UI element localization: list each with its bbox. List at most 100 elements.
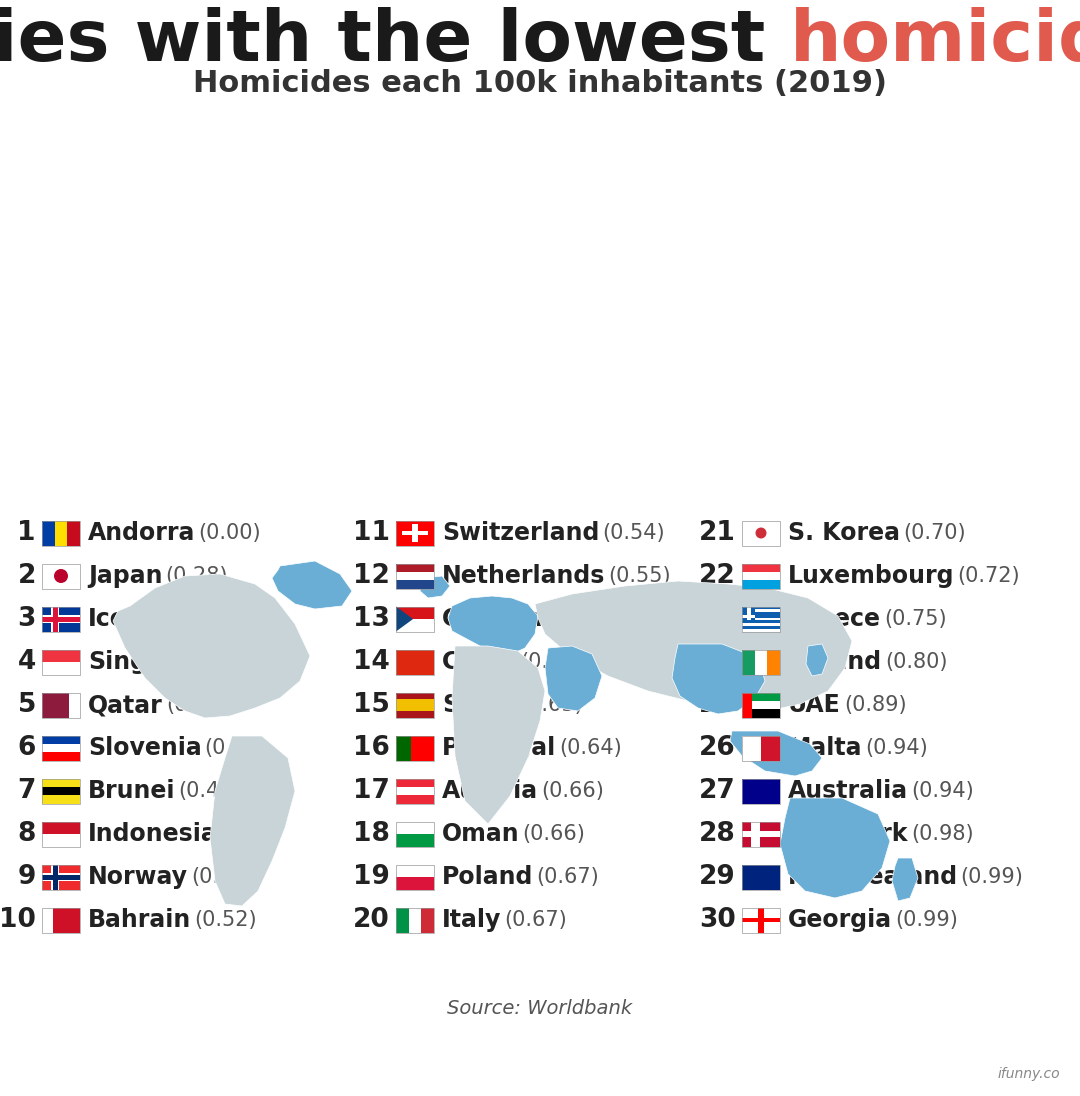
Text: (0.72): (0.72) bbox=[958, 566, 1021, 586]
Text: (0.48): (0.48) bbox=[205, 738, 267, 758]
Bar bbox=[742, 693, 752, 718]
Polygon shape bbox=[780, 798, 890, 898]
Bar bbox=[396, 787, 434, 796]
Bar bbox=[396, 822, 407, 846]
Text: 3: 3 bbox=[17, 606, 36, 632]
Bar bbox=[53, 865, 58, 890]
Circle shape bbox=[54, 569, 68, 583]
Text: S. Korea: S. Korea bbox=[788, 521, 900, 545]
Bar bbox=[742, 831, 780, 837]
Bar bbox=[746, 606, 751, 620]
Text: (0.70): (0.70) bbox=[903, 523, 966, 543]
Bar bbox=[742, 615, 780, 618]
Text: (0.64): (0.64) bbox=[559, 738, 622, 758]
Polygon shape bbox=[420, 576, 450, 598]
Bar bbox=[42, 875, 80, 879]
Bar bbox=[742, 521, 780, 546]
Bar bbox=[742, 709, 780, 718]
Bar bbox=[42, 907, 53, 933]
Bar bbox=[42, 616, 80, 621]
Bar bbox=[53, 907, 80, 933]
Bar bbox=[742, 609, 780, 612]
Bar bbox=[42, 615, 80, 623]
Bar bbox=[742, 624, 780, 626]
Polygon shape bbox=[448, 596, 538, 654]
Text: Slovenia: Slovenia bbox=[87, 737, 202, 760]
Bar bbox=[42, 735, 80, 744]
Bar bbox=[67, 521, 80, 546]
Bar bbox=[42, 778, 80, 803]
Text: 30: 30 bbox=[699, 907, 735, 933]
Text: 17: 17 bbox=[353, 778, 390, 804]
Bar bbox=[742, 626, 780, 629]
Bar bbox=[54, 521, 67, 546]
Text: Singapore: Singapore bbox=[87, 650, 224, 674]
Text: (0.99): (0.99) bbox=[960, 867, 1023, 887]
Bar bbox=[742, 778, 780, 803]
Text: (0.38): (0.38) bbox=[165, 695, 228, 715]
Bar bbox=[69, 693, 80, 718]
Text: Homicides each 100k inhabitants (2019): Homicides each 100k inhabitants (2019) bbox=[193, 69, 887, 99]
Bar bbox=[42, 778, 80, 803]
Polygon shape bbox=[672, 644, 765, 713]
Text: Brunei: Brunei bbox=[87, 779, 175, 803]
Text: (0.52): (0.52) bbox=[194, 910, 257, 931]
Bar bbox=[408, 907, 421, 933]
Bar bbox=[402, 530, 429, 535]
Bar bbox=[42, 822, 80, 834]
Text: 15: 15 bbox=[353, 692, 390, 718]
Text: (0.67): (0.67) bbox=[537, 867, 599, 887]
Bar bbox=[396, 822, 434, 846]
Text: Denmark: Denmark bbox=[788, 822, 908, 846]
Bar bbox=[421, 907, 434, 933]
Bar bbox=[52, 606, 59, 631]
Text: 16: 16 bbox=[353, 735, 390, 761]
Text: Norway: Norway bbox=[87, 865, 188, 889]
Bar bbox=[42, 787, 80, 796]
Bar bbox=[742, 650, 755, 674]
Bar bbox=[742, 907, 780, 933]
Bar bbox=[396, 735, 411, 761]
Bar bbox=[396, 877, 434, 890]
Bar bbox=[396, 606, 434, 619]
Bar bbox=[742, 615, 755, 618]
Bar bbox=[742, 563, 780, 572]
Text: 6: 6 bbox=[17, 735, 36, 761]
Bar bbox=[42, 834, 80, 846]
Text: 10: 10 bbox=[0, 907, 36, 933]
Bar bbox=[396, 699, 434, 711]
Text: Indonesia: Indonesia bbox=[87, 822, 218, 846]
Bar bbox=[42, 563, 80, 589]
Text: Malta: Malta bbox=[788, 737, 863, 760]
Text: ifunny.co: ifunny.co bbox=[997, 1068, 1059, 1081]
Bar bbox=[396, 693, 434, 718]
Polygon shape bbox=[453, 646, 545, 824]
Text: Austria: Austria bbox=[442, 779, 538, 803]
Text: 27: 27 bbox=[699, 778, 735, 804]
Bar bbox=[396, 711, 434, 718]
Bar bbox=[742, 822, 780, 846]
Bar bbox=[42, 563, 80, 589]
Bar bbox=[742, 822, 780, 846]
Text: 5: 5 bbox=[17, 692, 36, 718]
Text: China: China bbox=[442, 650, 517, 674]
Text: (0.75): (0.75) bbox=[885, 609, 947, 629]
Polygon shape bbox=[545, 646, 602, 711]
Text: (0.66): (0.66) bbox=[541, 781, 604, 801]
Text: 20: 20 bbox=[353, 907, 390, 933]
Bar bbox=[742, 606, 780, 609]
Text: (0.98): (0.98) bbox=[912, 824, 974, 844]
Bar bbox=[396, 650, 434, 674]
Bar bbox=[742, 865, 780, 890]
Text: (0.50): (0.50) bbox=[220, 824, 283, 844]
Text: (0.51): (0.51) bbox=[191, 867, 254, 887]
Bar bbox=[742, 778, 780, 803]
Bar bbox=[42, 606, 80, 631]
Bar bbox=[53, 606, 58, 631]
Text: 11: 11 bbox=[353, 520, 390, 546]
Bar bbox=[52, 865, 59, 890]
Text: 14: 14 bbox=[353, 649, 390, 675]
Text: 29: 29 bbox=[699, 864, 735, 890]
Text: Japan: Japan bbox=[87, 564, 162, 587]
Bar bbox=[42, 874, 80, 881]
